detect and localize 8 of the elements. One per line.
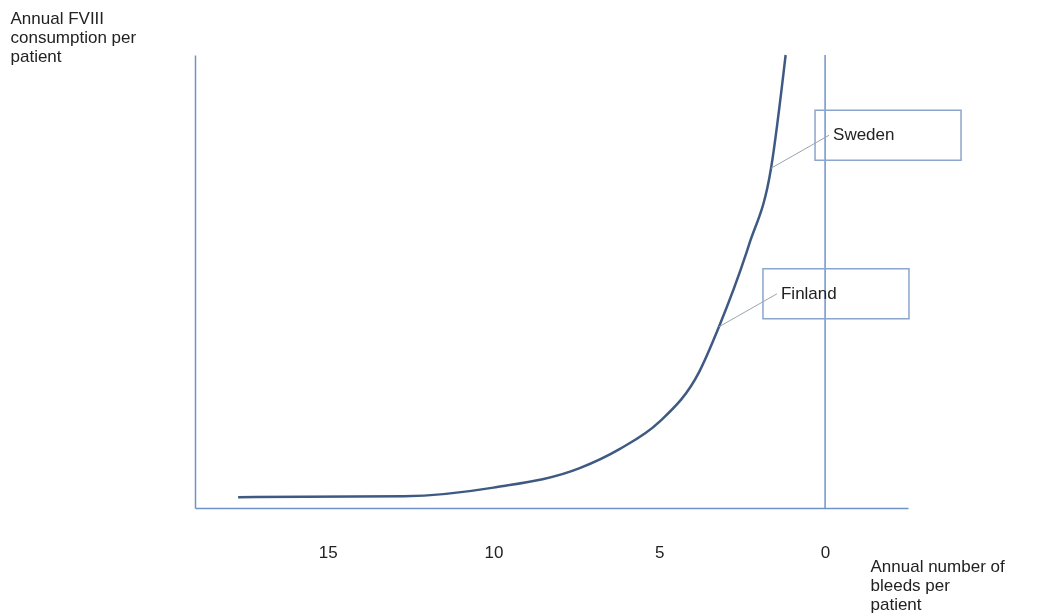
annotation: Sweden	[833, 125, 895, 145]
x-tick-label: 0	[820, 542, 831, 562]
annotation: Finland	[780, 283, 837, 303]
x-tick-label: 15	[318, 542, 338, 562]
x-tick-label: 5	[655, 542, 665, 562]
x-axis-title: Annual number of bleeds per patient	[870, 556, 1005, 614]
x-tick-label: 10	[484, 542, 504, 562]
y-axis-title: Annual FVIII consumption per patient	[10, 8, 137, 66]
